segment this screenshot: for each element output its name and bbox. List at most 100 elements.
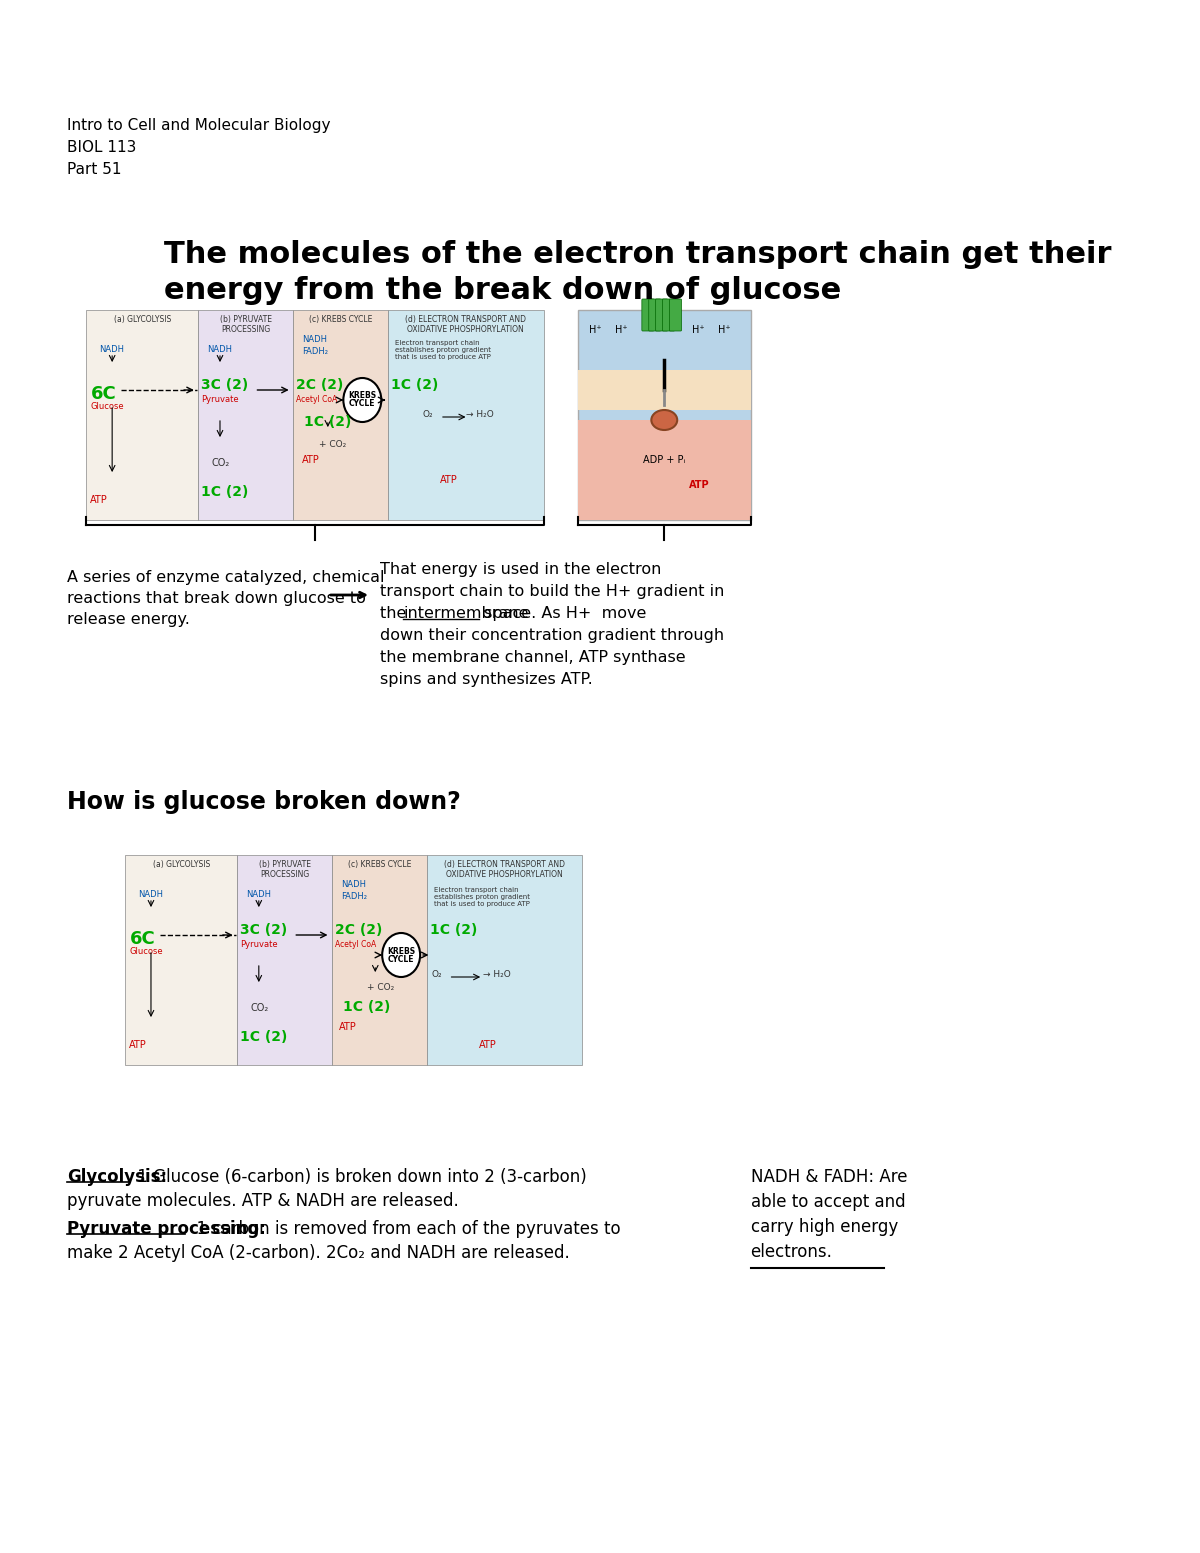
Text: make 2 Acetyl CoA (2-carbon). 2Co₂ and NADH are released.: make 2 Acetyl CoA (2-carbon). 2Co₂ and N… — [67, 1244, 570, 1263]
Text: H⁺: H⁺ — [589, 325, 601, 335]
Text: the: the — [379, 606, 412, 621]
Text: (c) KREBS CYCLE: (c) KREBS CYCLE — [348, 860, 412, 870]
FancyBboxPatch shape — [238, 856, 332, 1065]
FancyBboxPatch shape — [662, 300, 674, 331]
Text: 6C: 6C — [90, 385, 116, 402]
Text: ATP: ATP — [90, 495, 108, 505]
Text: ADP + Pᵢ: ADP + Pᵢ — [643, 455, 685, 464]
Text: KREBS: KREBS — [388, 946, 415, 955]
Text: Glucose: Glucose — [90, 402, 125, 412]
Text: (b) PYRUVATE
PROCESSING: (b) PYRUVATE PROCESSING — [259, 860, 311, 879]
Text: ATP: ATP — [689, 480, 709, 491]
Text: NADH & FADH: Are
able to accept and
carry high energy
electrons.: NADH & FADH: Are able to accept and carr… — [750, 1168, 907, 1261]
Text: Pyruvate processing:: Pyruvate processing: — [67, 1221, 266, 1238]
FancyBboxPatch shape — [655, 300, 667, 331]
Text: 1 carbon is removed from each of the pyruvates to: 1 carbon is removed from each of the pyr… — [186, 1221, 620, 1238]
Text: spins and synthesizes ATP.: spins and synthesizes ATP. — [379, 672, 593, 686]
Text: 3C (2): 3C (2) — [202, 377, 248, 391]
Text: H⁺: H⁺ — [692, 325, 706, 335]
FancyBboxPatch shape — [125, 856, 238, 1065]
FancyBboxPatch shape — [293, 311, 389, 520]
Text: (c) KREBS CYCLE: (c) KREBS CYCLE — [310, 315, 372, 325]
FancyBboxPatch shape — [642, 300, 654, 331]
Text: + CO₂: + CO₂ — [319, 439, 347, 449]
Text: Acetyl CoA: Acetyl CoA — [335, 940, 376, 949]
Circle shape — [382, 933, 420, 977]
Text: ATP: ATP — [130, 1041, 146, 1050]
Text: KREBS: KREBS — [348, 391, 377, 401]
Text: That energy is used in the electron: That energy is used in the electron — [379, 562, 661, 578]
Text: Glucose: Glucose — [130, 947, 163, 957]
Text: ATP: ATP — [479, 1041, 497, 1050]
Text: FADH₂: FADH₂ — [302, 346, 328, 356]
FancyBboxPatch shape — [427, 856, 582, 1065]
Text: (b) PYRUVATE
PROCESSING: (b) PYRUVATE PROCESSING — [220, 315, 272, 334]
Text: Intro to Cell and Molecular Biology: Intro to Cell and Molecular Biology — [67, 118, 331, 134]
Text: 1C (2): 1C (2) — [430, 922, 478, 936]
FancyBboxPatch shape — [86, 311, 198, 520]
Text: CYCLE: CYCLE — [388, 955, 414, 963]
Text: the membrane channel, ATP synthase: the membrane channel, ATP synthase — [379, 651, 685, 665]
Text: NADH: NADH — [138, 890, 163, 899]
Text: → H₂O: → H₂O — [466, 410, 493, 419]
Text: O₂: O₂ — [422, 410, 433, 419]
Text: NADH: NADH — [246, 890, 271, 899]
Text: Pyruvate: Pyruvate — [240, 940, 277, 949]
Text: How is glucose broken down?: How is glucose broken down? — [67, 790, 461, 814]
FancyBboxPatch shape — [332, 856, 427, 1065]
Text: BIOL 113: BIOL 113 — [67, 140, 137, 155]
Text: Electron transport chain
establishes proton gradient
that is used to produce ATP: Electron transport chain establishes pro… — [395, 340, 491, 360]
Text: 2C (2): 2C (2) — [296, 377, 343, 391]
Text: pyruvate molecules. ATP & NADH are released.: pyruvate molecules. ATP & NADH are relea… — [67, 1193, 460, 1210]
Text: H⁺: H⁺ — [614, 325, 628, 335]
FancyBboxPatch shape — [578, 311, 750, 520]
Text: Part 51: Part 51 — [67, 162, 121, 177]
Text: The molecules of the electron transport chain get their
energy from the break do: The molecules of the electron transport … — [164, 241, 1111, 304]
Circle shape — [343, 377, 382, 422]
Text: H⁺: H⁺ — [719, 325, 731, 335]
Text: (d) ELECTRON TRANSPORT AND
OXIDATIVE PHOSPHORYLATION: (d) ELECTRON TRANSPORT AND OXIDATIVE PHO… — [444, 860, 565, 879]
Text: intermembrane: intermembrane — [403, 606, 528, 621]
Text: 1C (2): 1C (2) — [304, 415, 352, 429]
Text: NADH: NADH — [302, 335, 326, 345]
Text: 1C (2): 1C (2) — [343, 1000, 391, 1014]
Text: ATP: ATP — [338, 1022, 356, 1033]
Text: Electron transport chain
establishes proton gradient
that is used to produce ATP: Electron transport chain establishes pro… — [434, 887, 530, 907]
Text: 1C (2): 1C (2) — [240, 1030, 287, 1044]
Text: CO₂: CO₂ — [250, 1003, 269, 1013]
Text: + CO₂: + CO₂ — [367, 983, 394, 992]
Text: transport chain to build the H+ gradient in: transport chain to build the H+ gradient… — [379, 584, 724, 599]
Text: O₂: O₂ — [431, 971, 442, 978]
Ellipse shape — [652, 410, 677, 430]
Text: CYCLE: CYCLE — [349, 399, 376, 408]
Text: 6C: 6C — [130, 930, 155, 947]
FancyBboxPatch shape — [670, 300, 682, 331]
FancyBboxPatch shape — [389, 311, 544, 520]
Text: ATP: ATP — [439, 475, 457, 485]
Text: 1 Glucose (6-carbon) is broken down into 2 (3-carbon): 1 Glucose (6-carbon) is broken down into… — [132, 1168, 587, 1186]
Text: A series of enzyme catalyzed, chemical
reactions that break down glucose to
rele: A series of enzyme catalyzed, chemical r… — [67, 570, 385, 627]
FancyBboxPatch shape — [578, 370, 750, 410]
FancyBboxPatch shape — [198, 311, 293, 520]
Text: down their concentration gradient through: down their concentration gradient throug… — [379, 627, 724, 643]
Text: Acetyl CoA: Acetyl CoA — [296, 394, 337, 404]
FancyBboxPatch shape — [649, 300, 661, 331]
Text: (a) GLYCOLYSIS: (a) GLYCOLYSIS — [114, 315, 170, 325]
Text: 1C (2): 1C (2) — [391, 377, 438, 391]
Text: 1C (2): 1C (2) — [202, 485, 248, 499]
Text: Glycolysis:: Glycolysis: — [67, 1168, 168, 1186]
Text: space. As H+  move: space. As H+ move — [479, 606, 647, 621]
FancyBboxPatch shape — [578, 419, 750, 520]
Text: FADH₂: FADH₂ — [341, 891, 367, 901]
Text: ATP: ATP — [301, 455, 319, 464]
Text: NADH: NADH — [341, 881, 366, 888]
Text: 2C (2): 2C (2) — [335, 922, 382, 936]
Text: 3C (2): 3C (2) — [240, 922, 287, 936]
Text: CO₂: CO₂ — [211, 458, 229, 467]
Text: (d) ELECTRON TRANSPORT AND
OXIDATIVE PHOSPHORYLATION: (d) ELECTRON TRANSPORT AND OXIDATIVE PHO… — [406, 315, 527, 334]
Text: NADH: NADH — [208, 345, 232, 354]
Text: NADH: NADH — [100, 345, 125, 354]
Text: (a) GLYCOLYSIS: (a) GLYCOLYSIS — [152, 860, 210, 870]
Text: Pyruvate: Pyruvate — [202, 394, 239, 404]
Text: → H₂O: → H₂O — [484, 971, 511, 978]
